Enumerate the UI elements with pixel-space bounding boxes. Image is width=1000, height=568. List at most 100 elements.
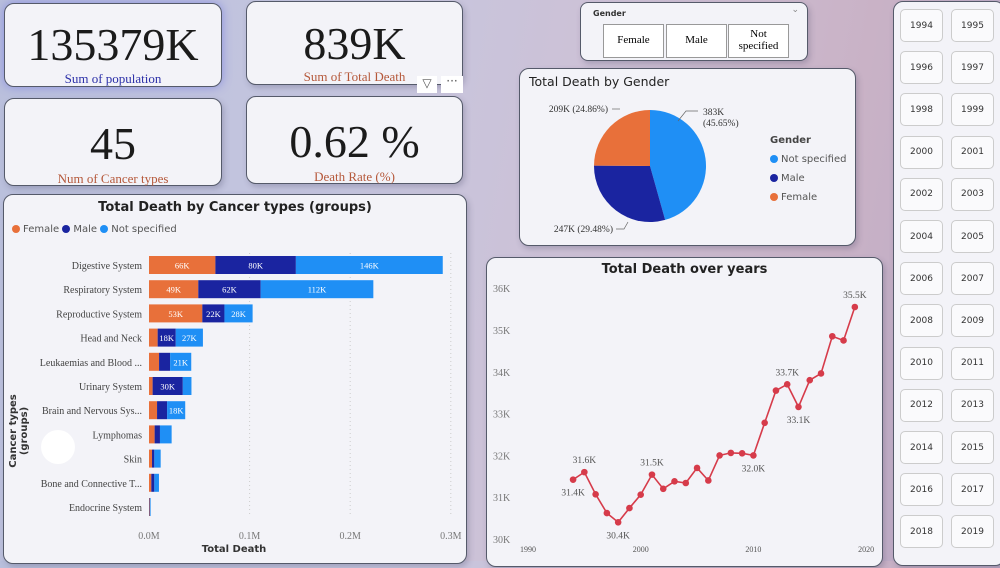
data-point <box>783 381 791 388</box>
year-option-1994[interactable]: 1994 <box>900 9 943 42</box>
year-option-1996[interactable]: 1996 <box>900 51 943 85</box>
bar-segment <box>175 328 203 347</box>
category-label: Bone and Connective T... <box>41 479 142 490</box>
data-label: 31.5K <box>640 459 664 469</box>
bar-segment <box>224 304 253 323</box>
year-option-2013[interactable]: 2013 <box>951 388 994 422</box>
data-point <box>817 370 825 377</box>
year-option-2008[interactable]: 2008 <box>900 304 943 338</box>
year-option-1997[interactable]: 1997 <box>951 51 994 85</box>
pie-legend: Gender Not specified Male Female <box>770 131 846 207</box>
bar-segment <box>157 401 168 420</box>
year-option-1999[interactable]: 1999 <box>951 93 994 127</box>
legend-female[interactable]: Female <box>12 224 59 235</box>
y-tick-label: 31K <box>493 493 511 504</box>
x-tick-label: 0.3M <box>440 531 462 542</box>
bar-segment <box>202 304 225 323</box>
data-label: 247K (29.48%) <box>554 224 613 235</box>
year-option-2007[interactable]: 2007 <box>951 262 994 296</box>
year-option-2016[interactable]: 2016 <box>900 473 943 507</box>
bar-legend: Female Male Not specified <box>12 224 177 235</box>
gender-option-female[interactable]: Female <box>603 24 664 58</box>
more-options-icon[interactable]: ··· <box>441 75 463 93</box>
filter-icon[interactable]: ▽ <box>417 76 437 93</box>
kpi-population-card[interactable]: 135379K Sum of population <box>4 3 222 87</box>
data-point <box>761 419 768 427</box>
year-option-1995[interactable]: 1995 <box>951 9 994 42</box>
data-label: 53K <box>168 309 184 319</box>
data-point <box>727 449 735 457</box>
year-option-2005[interactable]: 2005 <box>951 220 994 253</box>
data-point <box>603 509 611 517</box>
data-point <box>772 387 780 394</box>
kpi-label: Death Rate (%) <box>314 169 395 184</box>
y-tick-label: 32K <box>493 451 511 462</box>
slicer-title: Gender <box>593 9 626 18</box>
year-option-2014[interactable]: 2014 <box>900 431 943 464</box>
data-label: 33.1K <box>787 416 811 426</box>
year-option-2019[interactable]: 2019 <box>951 515 994 549</box>
x-tick-label: 2020 <box>858 545 874 554</box>
x-tick-label: 0.2M <box>339 531 361 542</box>
legend-title: Gender <box>770 135 811 146</box>
pie-slice-not-specified <box>650 110 707 220</box>
bar-segment <box>149 498 151 516</box>
bar-segment <box>182 377 192 395</box>
category-label: Urinary System <box>79 382 142 393</box>
legend-female[interactable]: Female <box>770 188 846 207</box>
bar-segment <box>295 256 443 274</box>
year-option-2015[interactable]: 2015 <box>951 431 994 464</box>
legend-male[interactable]: Male <box>770 169 846 188</box>
year-option-2002[interactable]: 2002 <box>900 177 943 211</box>
kpi-label: Num of Cancer types <box>57 171 169 186</box>
data-label: 18K <box>159 333 175 343</box>
data-label: 49K <box>166 285 182 295</box>
legend-not-specified[interactable]: Not specified <box>770 150 846 169</box>
year-option-2012[interactable]: 2012 <box>900 388 943 422</box>
kpi-cancer-types-card[interactable]: 45 Num of Cancer types <box>4 98 222 186</box>
year-option-2003[interactable]: 2003 <box>951 177 994 211</box>
bar-segment <box>154 473 159 492</box>
bar-segment <box>149 498 150 516</box>
x-tick-label: 2010 <box>745 545 761 554</box>
year-option-2004[interactable]: 2004 <box>900 220 943 253</box>
kpi-value: 839K <box>303 18 406 69</box>
year-option-2001[interactable]: 2001 <box>951 135 994 169</box>
kpi-total-death-card[interactable]: 839K Sum of Total Death <box>246 1 463 85</box>
gender-option-male[interactable]: Male <box>666 24 727 58</box>
category-label: Endocrine System <box>69 503 142 514</box>
chevron-down-icon[interactable]: ⌄ <box>791 5 799 15</box>
data-point <box>851 303 859 311</box>
category-label: Brain and Nervous Sys... <box>42 406 142 417</box>
data-label: 30K <box>160 382 176 392</box>
gender-option-not-specified[interactable]: Not specified <box>728 24 789 58</box>
year-option-2011[interactable]: 2011 <box>951 346 994 380</box>
bar-segment <box>152 377 183 395</box>
year-option-2017[interactable]: 2017 <box>951 473 994 507</box>
chart-title: Total Death over years <box>601 262 768 277</box>
kpi-value: 135379K <box>27 19 199 70</box>
data-label: 22K <box>206 309 222 319</box>
data-point <box>614 518 622 526</box>
data-point <box>840 337 847 344</box>
data-point <box>828 332 836 340</box>
year-option-2009[interactable]: 2009 <box>951 304 994 338</box>
year-option-1998[interactable]: 1998 <box>900 93 943 127</box>
year-option-2018[interactable]: 2018 <box>900 515 943 549</box>
data-label: 62K <box>222 285 238 295</box>
legend-not-specified[interactable]: Not specified <box>100 224 177 235</box>
kpi-death-rate-card[interactable]: 0.62 % Death Rate (%) <box>246 96 463 184</box>
bar-segment <box>159 352 171 371</box>
legend-male[interactable]: Male <box>62 224 97 235</box>
year-option-2010[interactable]: 2010 <box>900 346 943 380</box>
data-point <box>648 471 656 478</box>
bar-segment <box>149 377 153 395</box>
data-point <box>693 464 701 472</box>
category-label: Digestive System <box>72 261 142 272</box>
year-option-2006[interactable]: 2006 <box>900 262 943 296</box>
category-label: Respiratory System <box>63 285 142 296</box>
data-point <box>750 452 757 459</box>
year-option-2000[interactable]: 2000 <box>900 135 943 169</box>
data-label: 209K (24.86%) <box>549 104 608 115</box>
data-point <box>716 452 723 459</box>
